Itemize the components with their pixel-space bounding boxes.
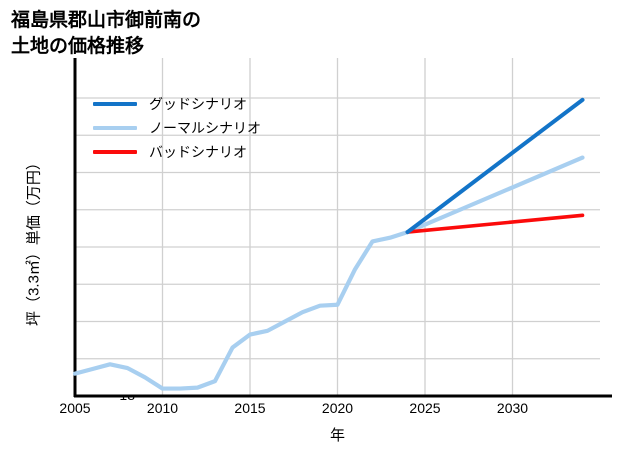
x-tick-value: 2025: [409, 400, 441, 416]
legend-label-bad: バッドシナリオ: [149, 144, 247, 160]
series-line-good: [405, 97, 585, 235]
legend-item-bad[interactable]: バッドシナリオ: [93, 140, 261, 164]
legend-swatch-bad-icon: [93, 150, 137, 154]
x-tick-value: 2015: [234, 400, 266, 416]
chart-legend: グッドシナリオ ノーマルシナリオ バッドシナリオ: [93, 92, 261, 164]
legend-label-normal: ノーマルシナリオ: [149, 120, 261, 136]
legend-swatch-good-icon: [93, 102, 137, 106]
series-line-normal: [72, 155, 585, 391]
legend-swatch-normal-icon: [93, 126, 137, 130]
chart-title: 福島県郡山市御前南の 土地の価格推移: [11, 10, 202, 57]
legend-label-good: グッドシナリオ: [149, 96, 247, 112]
x-tick-value: 2030: [496, 400, 529, 416]
legend-item-good[interactable]: グッドシナリオ: [93, 92, 261, 116]
x-tick-value: 2005: [59, 400, 91, 416]
x-tick-value: 2010: [146, 400, 179, 416]
series-line-bad: [405, 213, 585, 234]
x-tick-value: 2020: [321, 400, 354, 416]
legend-item-normal[interactable]: ノーマルシナリオ: [93, 116, 261, 140]
x-axis-title: 年: [329, 427, 345, 444]
